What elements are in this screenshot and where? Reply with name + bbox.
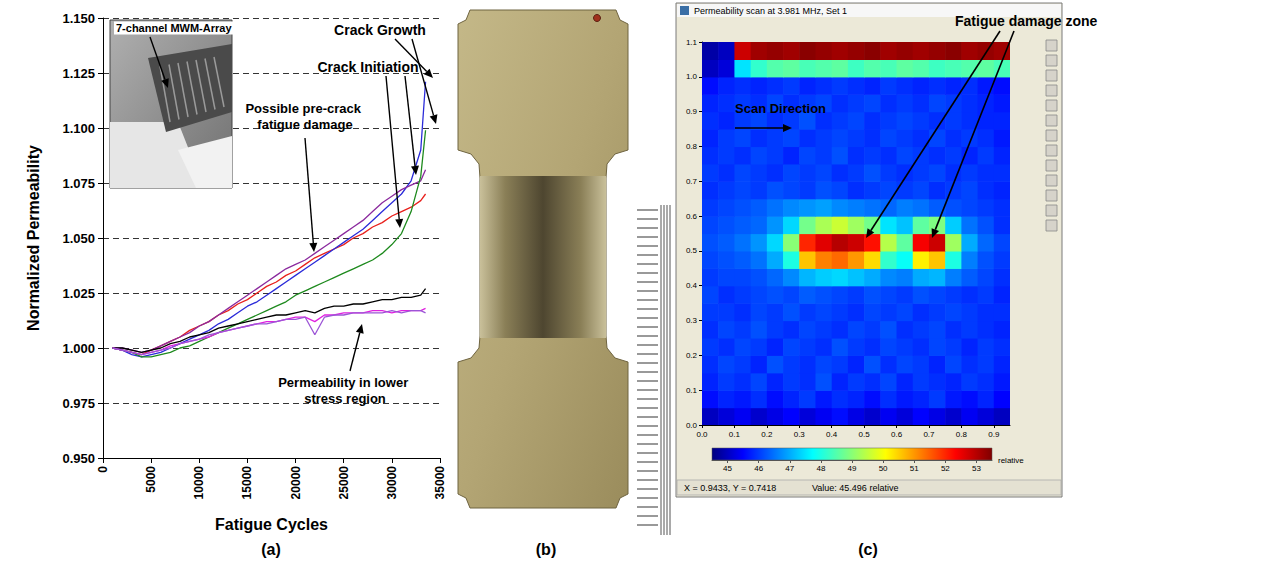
svg-text:0.950: 0.950 — [62, 451, 95, 466]
svg-text:45: 45 — [723, 464, 732, 473]
svg-text:1.0: 1.0 — [686, 72, 698, 81]
svg-text:0.1: 0.1 — [729, 430, 741, 439]
svg-text:51: 51 — [910, 464, 919, 473]
svg-text:Crack Initiation: Crack Initiation — [317, 59, 418, 75]
svg-text:Fatigue damage zone: Fatigue damage zone — [955, 13, 1098, 29]
svg-text:0.2: 0.2 — [761, 430, 773, 439]
svg-text:fatigue damage: fatigue damage — [257, 117, 352, 132]
svg-text:0: 0 — [96, 466, 110, 473]
svg-text:Possible pre-crack: Possible pre-crack — [245, 101, 364, 116]
svg-text:52: 52 — [941, 464, 950, 473]
svg-text:Crack Growth: Crack Growth — [334, 22, 426, 38]
svg-text:46: 46 — [754, 464, 763, 473]
svg-text:0.6: 0.6 — [891, 430, 903, 439]
svg-text:0.2: 0.2 — [686, 351, 698, 360]
svg-text:1.150: 1.150 — [62, 11, 95, 26]
svg-text:0.3: 0.3 — [794, 430, 806, 439]
svg-text:35000: 35000 — [433, 466, 447, 500]
svg-text:5000: 5000 — [144, 466, 158, 493]
svg-text:0.0: 0.0 — [696, 430, 708, 439]
svg-text:0.975: 0.975 — [62, 396, 95, 411]
svg-text:(c): (c) — [858, 541, 878, 558]
svg-text:Normalized Permeability: Normalized Permeability — [25, 145, 42, 331]
svg-text:Value: 45.496 relative: Value: 45.496 relative — [812, 483, 898, 493]
svg-text:1.050: 1.050 — [62, 231, 95, 246]
svg-text:25000: 25000 — [337, 466, 351, 500]
svg-text:1.075: 1.075 — [62, 176, 95, 191]
svg-text:Permeability scan at 3.981 MHz: Permeability scan at 3.981 MHz, Set 1 — [694, 6, 847, 16]
svg-text:1.1: 1.1 — [686, 38, 698, 47]
svg-text:0.7: 0.7 — [923, 430, 935, 439]
svg-text:0.9: 0.9 — [988, 430, 1000, 439]
svg-text:48: 48 — [816, 464, 825, 473]
svg-text:0.8: 0.8 — [686, 142, 698, 151]
svg-text:0.4: 0.4 — [686, 281, 698, 290]
svg-text:(b): (b) — [536, 541, 556, 558]
svg-text:0.5: 0.5 — [859, 430, 871, 439]
svg-text:0.9: 0.9 — [686, 107, 698, 116]
svg-text:7-channel MWM-Array: 7-channel MWM-Array — [116, 22, 232, 34]
svg-text:0.8: 0.8 — [956, 430, 968, 439]
svg-text:15000: 15000 — [240, 466, 254, 500]
svg-text:30000: 30000 — [385, 466, 399, 500]
svg-text:47: 47 — [785, 464, 794, 473]
svg-text:1.100: 1.100 — [62, 121, 95, 136]
svg-text:Permeability in lower: Permeability in lower — [278, 375, 412, 390]
svg-text:0.1: 0.1 — [686, 386, 698, 395]
svg-text:(a): (a) — [261, 541, 281, 558]
svg-text:50: 50 — [879, 464, 888, 473]
svg-text:relative: relative — [998, 456, 1024, 465]
svg-text:0.4: 0.4 — [826, 430, 838, 439]
svg-text:0.3: 0.3 — [686, 316, 698, 325]
svg-text:0.7: 0.7 — [686, 177, 698, 186]
svg-text:1.000: 1.000 — [62, 341, 95, 356]
svg-text:1.025: 1.025 — [62, 286, 95, 301]
svg-text:Fatigue Cycles: Fatigue Cycles — [215, 516, 328, 533]
svg-text:X = 0.9433, Y = 0.7418: X = 0.9433, Y = 0.7418 — [684, 483, 776, 493]
svg-text:53: 53 — [972, 464, 981, 473]
svg-text:49: 49 — [848, 464, 857, 473]
svg-text:0.5: 0.5 — [686, 246, 698, 255]
svg-text:10000: 10000 — [192, 466, 206, 500]
svg-text:0.0: 0.0 — [686, 421, 698, 430]
svg-text:stress region: stress region — [304, 391, 386, 406]
svg-text:20000: 20000 — [289, 466, 303, 500]
svg-text:1.125: 1.125 — [62, 66, 95, 81]
svg-text:0.6: 0.6 — [686, 212, 698, 221]
svg-text:Scan Direction: Scan Direction — [735, 101, 826, 116]
